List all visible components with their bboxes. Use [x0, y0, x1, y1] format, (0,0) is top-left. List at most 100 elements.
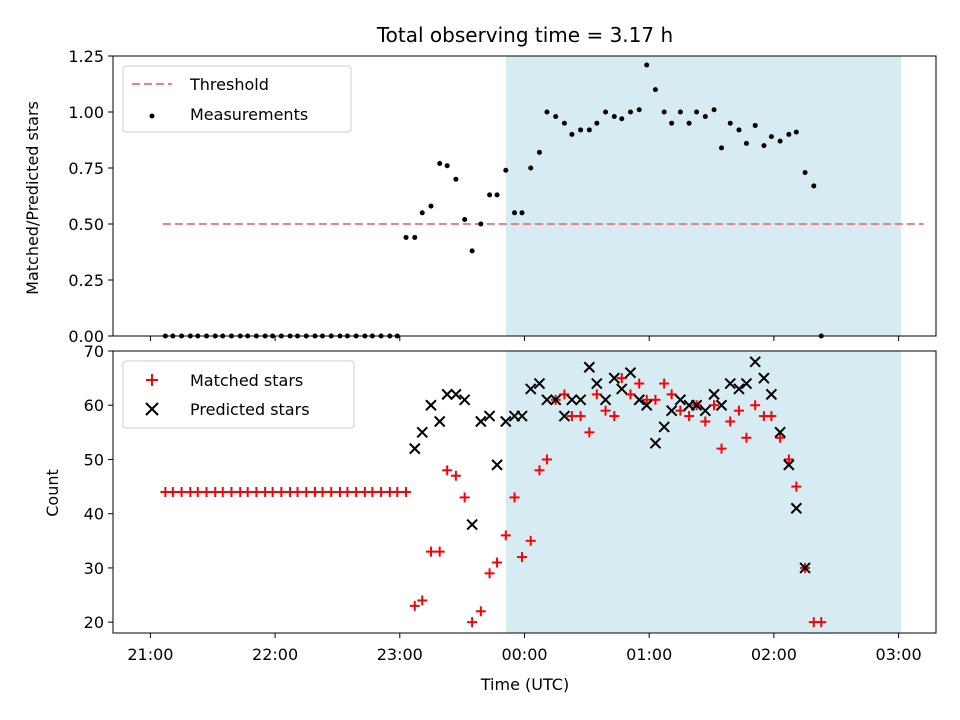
- predicted-star-point: [633, 394, 645, 406]
- measurement-point: [644, 62, 650, 68]
- legend-predicted-stars: Predicted stars: [190, 400, 310, 419]
- bottom-legend-box: [122, 360, 355, 429]
- bottom-y-axis-label: Count: [43, 469, 62, 517]
- matched-star-point: [616, 373, 627, 384]
- measurement-point: [412, 234, 418, 240]
- matched-star-point: [534, 465, 545, 476]
- y-tick-label: 40: [84, 505, 104, 524]
- matched-star-point: [666, 389, 677, 400]
- matched-star-point: [500, 530, 511, 541]
- measurement-point: [711, 107, 717, 113]
- matched-star-point: [492, 557, 503, 568]
- top-y-ticks: 0.00 0.25 0.50 0.75 1.00 1.25: [68, 47, 113, 346]
- predicted-star-point: [790, 502, 803, 514]
- measurement-point: [768, 134, 774, 140]
- measurement-point: [553, 113, 559, 119]
- predicted-star-point: [640, 399, 653, 411]
- predicted-star-point: [583, 361, 596, 373]
- matched-star-point: [641, 394, 652, 405]
- matched-star-point: [367, 487, 378, 497]
- measurement-point: [611, 113, 617, 119]
- measurement-point: [652, 87, 658, 93]
- measurement-point: [469, 248, 475, 254]
- matched-star-point: [342, 487, 353, 497]
- matched-star-point: [409, 600, 420, 611]
- predicted-star-point: [409, 442, 421, 455]
- measurement-point: [561, 120, 567, 126]
- matched-star-point: [176, 487, 187, 497]
- bottom-panel: 20 30 40 50 60 70 21:00 22:00 23:00 00:00 01:00 02…: [43, 342, 937, 694]
- matched-legend-swatch: [146, 374, 158, 386]
- bottom-y-ticks: 20 30 40 50 60 70: [84, 342, 113, 632]
- measurement-point: [428, 203, 434, 209]
- y-tick-label: 0.25: [68, 271, 104, 290]
- top-x-ticks: [149, 336, 900, 341]
- predicted-star-point: [740, 377, 753, 390]
- bottom-x-ticks: 21:00 22:00 23:00 00:00 01:00 02:00 03:00: [127, 633, 922, 664]
- matched-star-point: [525, 535, 536, 546]
- matched-star-point: [450, 470, 461, 481]
- measurement-point: [569, 131, 575, 137]
- matched-star-point: [584, 427, 595, 438]
- predicted-star-point: [541, 394, 553, 406]
- predicted-star-point: [749, 356, 761, 368]
- measurement-point: [453, 176, 459, 182]
- measurement-point: [736, 127, 742, 133]
- matched-star-point: [634, 378, 645, 389]
- x-tick-label: 22:00: [252, 645, 298, 664]
- measurement-point: [462, 217, 468, 223]
- measurement-point: [403, 234, 409, 240]
- matched-star-point: [566, 411, 577, 422]
- matched-star-point: [600, 405, 611, 416]
- predicted-star-point: [649, 437, 662, 449]
- matched-star-point: [192, 487, 203, 497]
- matched-star-point: [442, 465, 453, 476]
- measurement-point: [802, 169, 808, 175]
- measurement-point: [719, 145, 725, 151]
- measurement-point: [519, 210, 525, 216]
- predicted-star-point: [516, 410, 528, 422]
- matched-star-point: [317, 487, 328, 497]
- measurement-point: [727, 120, 733, 126]
- predicted-legend-swatch: [145, 402, 159, 416]
- matched-star-point: [725, 416, 736, 427]
- matched-star-point: [201, 487, 212, 497]
- observing-window-shade-bottom: [505, 351, 902, 633]
- predicted-star-point: [500, 415, 512, 428]
- matched-star-point: [484, 568, 495, 579]
- predicted-star-point: [566, 394, 578, 406]
- measurement-point: [603, 109, 609, 115]
- matched-star-point: [625, 389, 636, 400]
- measurement-point: [503, 167, 509, 173]
- predicted-star-point: [690, 399, 703, 411]
- matched-star-point: [783, 454, 794, 465]
- y-tick-label: 1.00: [68, 103, 104, 122]
- matched-star-point: [650, 394, 661, 405]
- matched-star-point: [609, 411, 620, 422]
- predicted-star-point: [525, 383, 537, 395]
- measurement-point: [636, 107, 642, 113]
- matched-star-point: [167, 487, 178, 497]
- predicted-star-point: [699, 404, 712, 417]
- predicted-star-point: [715, 399, 728, 411]
- matched-star-point: [733, 405, 744, 416]
- x-tick-label: 01:00: [626, 645, 672, 664]
- predicted-star-point: [450, 388, 462, 401]
- predicted-star-point: [599, 394, 612, 406]
- y-tick-label: 20: [84, 613, 104, 632]
- matched-star-point: [775, 432, 786, 443]
- measurement-point: [627, 109, 633, 115]
- matched-star-point: [591, 389, 602, 400]
- predicted-star-point: [558, 410, 571, 422]
- matched-star-point: [475, 606, 486, 617]
- matched-star-point: [267, 487, 278, 497]
- predicted-star-point: [441, 388, 453, 401]
- measurement-point: [677, 109, 683, 115]
- matched-star-point: [541, 454, 552, 465]
- matched-star-point: [301, 487, 312, 497]
- predicted-star-point: [591, 377, 603, 390]
- y-tick-label: 1.25: [68, 47, 104, 66]
- measurement-point: [694, 109, 700, 115]
- measurement-point: [669, 120, 675, 126]
